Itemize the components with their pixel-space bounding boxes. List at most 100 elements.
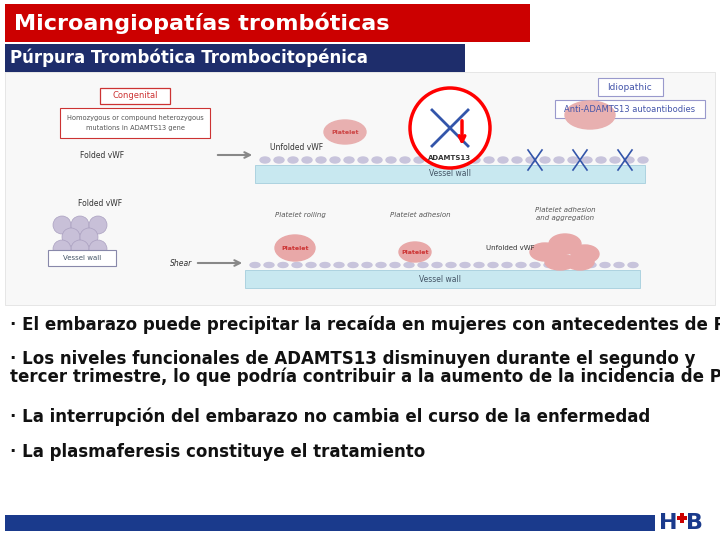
Text: · La plasmaferesis constituye el tratamiento: · La plasmaferesis constituye el tratami…: [10, 443, 426, 461]
Ellipse shape: [488, 262, 498, 267]
Circle shape: [89, 240, 107, 258]
Text: Platelet: Platelet: [401, 249, 428, 254]
Text: Congenital: Congenital: [112, 91, 158, 100]
Ellipse shape: [582, 157, 592, 163]
Ellipse shape: [264, 262, 274, 267]
Text: B: B: [686, 513, 703, 533]
Ellipse shape: [544, 262, 554, 267]
Ellipse shape: [565, 101, 615, 129]
Bar: [555, 100, 705, 118]
Text: · Los niveles funcionales de ADAMTS13 disminuyen durante el segundo y: · Los niveles funcionales de ADAMTS13 di…: [10, 350, 696, 368]
Ellipse shape: [614, 262, 624, 267]
Ellipse shape: [571, 245, 599, 263]
Ellipse shape: [516, 262, 526, 267]
Ellipse shape: [638, 157, 648, 163]
Ellipse shape: [558, 262, 568, 267]
Ellipse shape: [400, 157, 410, 163]
Ellipse shape: [274, 157, 284, 163]
Ellipse shape: [260, 157, 270, 163]
Text: H: H: [659, 513, 678, 533]
Ellipse shape: [250, 262, 260, 267]
Ellipse shape: [386, 157, 396, 163]
Ellipse shape: [372, 157, 382, 163]
Ellipse shape: [549, 234, 581, 254]
Ellipse shape: [530, 243, 560, 261]
Bar: [255, 165, 645, 183]
Ellipse shape: [275, 235, 315, 261]
Text: Vessel wall: Vessel wall: [419, 274, 461, 284]
Text: Unfolded vWF: Unfolded vWF: [486, 245, 534, 251]
Text: Platelet adhesion: Platelet adhesion: [535, 207, 595, 213]
Text: Shear: Shear: [170, 259, 192, 267]
Ellipse shape: [498, 157, 508, 163]
Ellipse shape: [418, 262, 428, 267]
Ellipse shape: [456, 157, 466, 163]
Ellipse shape: [502, 262, 512, 267]
Ellipse shape: [358, 157, 368, 163]
Ellipse shape: [530, 262, 540, 267]
Ellipse shape: [414, 157, 424, 163]
Ellipse shape: [568, 157, 578, 163]
Ellipse shape: [460, 262, 470, 267]
Text: Unfolded vWF: Unfolded vWF: [270, 144, 323, 152]
Ellipse shape: [470, 157, 480, 163]
Text: Anti-ADAMTS13 autoantibodies: Anti-ADAMTS13 autoantibodies: [564, 105, 696, 113]
Ellipse shape: [442, 157, 452, 163]
Ellipse shape: [334, 262, 344, 267]
Ellipse shape: [306, 262, 316, 267]
Ellipse shape: [628, 262, 638, 267]
Ellipse shape: [404, 262, 414, 267]
Circle shape: [71, 240, 89, 258]
Ellipse shape: [596, 157, 606, 163]
Bar: [100, 88, 170, 104]
Ellipse shape: [302, 157, 312, 163]
Circle shape: [89, 216, 107, 234]
Ellipse shape: [376, 262, 386, 267]
Circle shape: [53, 216, 71, 234]
Text: Platelet adhesion: Platelet adhesion: [390, 212, 450, 218]
Circle shape: [53, 240, 71, 258]
Text: Homozygous or compound heterozygous: Homozygous or compound heterozygous: [67, 115, 203, 121]
Bar: [245, 270, 640, 288]
Text: mutations in ADAMTS13 gene: mutations in ADAMTS13 gene: [86, 125, 184, 131]
Ellipse shape: [362, 262, 372, 267]
Text: Vessel wall: Vessel wall: [429, 170, 471, 179]
Ellipse shape: [278, 262, 288, 267]
Bar: [48, 250, 116, 266]
Ellipse shape: [292, 262, 302, 267]
Text: tercer trimestre, lo que podría contribuir a la aumento de la incidencia de PTT: tercer trimestre, lo que podría contribu…: [10, 368, 720, 387]
Text: Vessel wall: Vessel wall: [63, 255, 101, 261]
Ellipse shape: [390, 262, 400, 267]
Ellipse shape: [288, 157, 298, 163]
Bar: [5, 4, 530, 42]
Ellipse shape: [344, 157, 354, 163]
Ellipse shape: [432, 262, 442, 267]
Ellipse shape: [610, 157, 620, 163]
Ellipse shape: [474, 262, 484, 267]
Ellipse shape: [348, 262, 358, 267]
Ellipse shape: [586, 262, 596, 267]
Bar: [677, 516, 687, 520]
Ellipse shape: [484, 157, 494, 163]
Text: Platelet: Platelet: [331, 130, 359, 134]
Circle shape: [80, 228, 98, 246]
Bar: [60, 108, 210, 138]
Text: Platelet rolling: Platelet rolling: [274, 212, 325, 218]
Bar: [5, 72, 715, 305]
Ellipse shape: [554, 157, 564, 163]
Bar: [5, 515, 655, 531]
Text: Platelet: Platelet: [282, 246, 309, 251]
Ellipse shape: [540, 157, 550, 163]
Ellipse shape: [526, 157, 536, 163]
Ellipse shape: [330, 157, 340, 163]
Ellipse shape: [545, 254, 575, 270]
Ellipse shape: [572, 262, 582, 267]
Ellipse shape: [320, 262, 330, 267]
Ellipse shape: [446, 262, 456, 267]
Text: Microangiopatías trombóticas: Microangiopatías trombóticas: [14, 12, 390, 33]
Bar: [680, 513, 684, 523]
Bar: [5, 44, 465, 72]
Ellipse shape: [624, 157, 634, 163]
Ellipse shape: [512, 157, 522, 163]
Circle shape: [71, 216, 89, 234]
